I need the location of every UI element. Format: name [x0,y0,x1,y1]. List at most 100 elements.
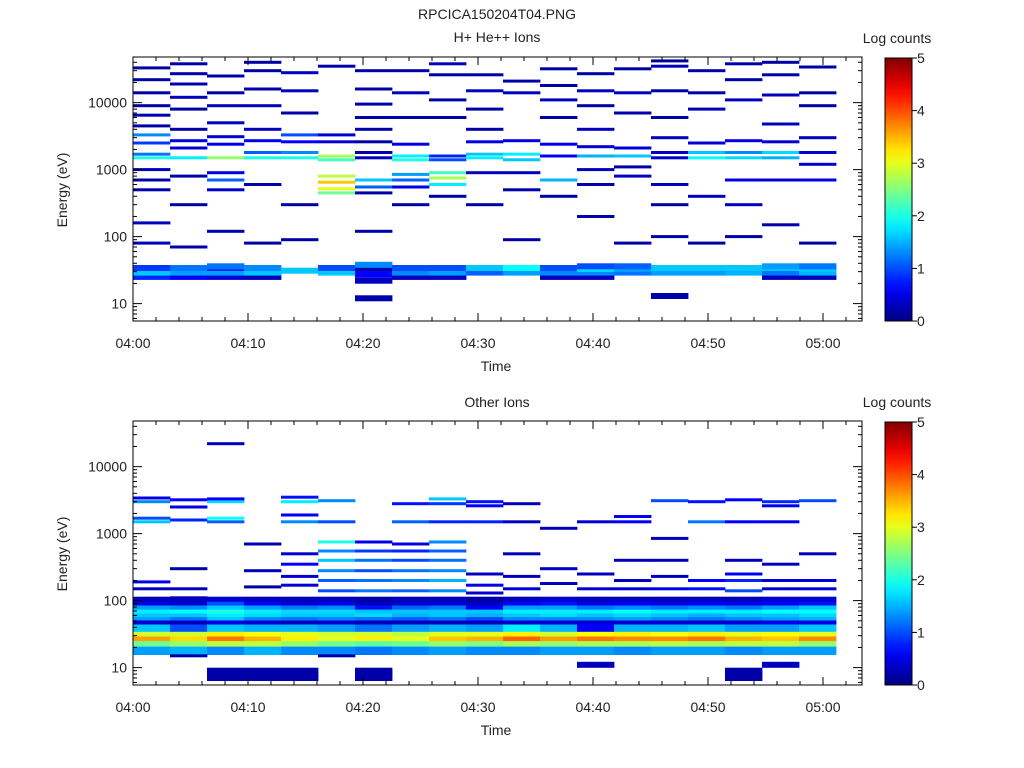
heatmap-cell [133,156,171,160]
heatmap-cell [762,604,800,610]
heatmap-cell [577,619,615,625]
heatmap-cell [799,587,837,591]
heatmap-cell [651,558,689,562]
heatmap-cell [725,156,763,160]
colorbar-gradient [884,57,913,322]
heatmap-cell [799,596,837,602]
heatmap-cell [355,102,393,106]
heatmap-cell [725,667,763,674]
heatmap-cell [540,612,578,617]
x-tick-label: 04:40 [575,335,610,351]
heatmap-cell [688,615,726,621]
heatmap-cell [688,520,726,524]
heatmap-cell [281,267,319,274]
heatmap-cell [577,127,615,131]
heatmap-cell [540,637,578,647]
heatmap-cell [725,98,763,102]
heatmap-cell [762,156,800,160]
heatmap-cell [466,583,504,587]
heatmap-cell [392,178,430,182]
heatmap-cell [170,72,208,76]
heatmap-cell [244,151,282,154]
heatmap-cell [540,632,578,642]
heatmap-cell [429,579,467,582]
heatmap-cell [133,596,171,602]
heatmap-cell [762,608,800,614]
heatmap-cell [207,622,245,632]
heatmap-cell [762,627,800,637]
heatmap-cell [244,604,282,610]
heatmap-cell [540,178,578,182]
heatmap-cell [170,139,208,143]
heatmap-cell [355,265,393,272]
heatmap-cell [799,622,837,632]
heatmap-cell [799,241,837,245]
heatmap-cell [429,600,467,606]
heatmap-cell [466,608,504,614]
heatmap-cell [170,498,208,502]
heatmap-cell [614,515,652,518]
panel-h-he-ions: H+ He++ Ions Log counts Time Energy (eV)… [54,29,931,374]
x-tick-label: 04:40 [575,699,610,715]
heatmap-cell [799,269,837,276]
heatmap-cell [651,604,689,610]
heatmap-cell [392,502,430,506]
heatmap-cell [762,273,800,280]
heatmap-cell [429,265,467,271]
heatmap-cell [281,111,319,115]
colorbar-tick-label: 0 [917,677,925,693]
y-axis-label: Energy (eV) [54,153,70,228]
heatmap-cell [133,66,171,70]
heatmap-cell [207,600,245,606]
heatmap-cell [466,140,504,144]
heatmap-cell [133,587,171,591]
heatmap-cell [503,265,541,271]
heatmap-cell [281,622,319,632]
heatmap-cell [318,596,356,602]
heatmap-cell [392,265,430,271]
heatmap-cell [133,520,171,524]
heatmap-cell [133,600,171,606]
heatmap-cell [207,612,245,617]
heatmap-cell [133,141,171,145]
heatmap-cell [762,587,800,591]
heatmap-cell [725,619,763,625]
heatmap-cell [688,141,726,145]
heatmap-cell [688,69,726,73]
figure-title: RPCICA150204T04.PNG [418,6,576,22]
heatmap-cell [466,572,504,576]
heatmap-cell [355,615,393,621]
heatmap-cell [392,185,430,189]
heatmap-cell [355,569,393,573]
heatmap-cell [429,62,467,66]
heatmap-cell [281,133,319,137]
heatmap-cell [281,520,319,524]
heatmap-cell [799,104,837,108]
heatmap-cell [466,632,504,642]
colorbar-label: Log counts [863,394,932,410]
heatmap-cell [244,627,282,637]
heatmap-cell [762,178,800,182]
heatmap-cell [429,549,467,553]
heatmap-cell [799,273,837,280]
heatmap-cell [540,619,578,625]
heatmap-cell [614,558,652,562]
heatmap-cell [355,151,393,154]
heatmap-cell [799,600,837,606]
heatmap-cell [651,293,689,299]
heatmap-cell [762,60,800,64]
heatmap-cell [318,654,356,658]
heatmap-cell [577,263,615,270]
heatmap-cell [503,615,541,621]
heatmap-cell [651,632,689,642]
heatmap-cell [651,600,689,606]
heatmap-cell [318,558,356,562]
heatmap-cell [244,69,282,73]
heatmap-cell [503,646,541,655]
heatmap-cell [688,91,726,95]
heatmap-cell [133,168,171,172]
heatmap-cell [651,156,689,160]
heatmap-cell [540,265,578,271]
heatmap-cell [244,127,282,131]
heatmap-cell [355,87,393,91]
